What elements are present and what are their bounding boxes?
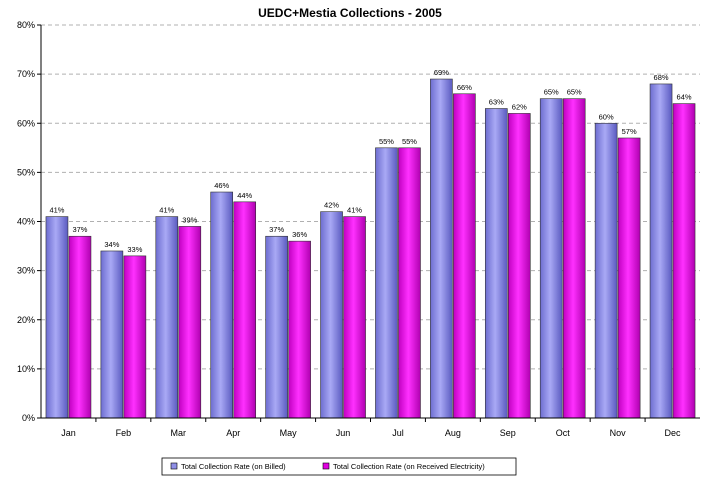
- y-tick-label: 30%: [17, 266, 35, 276]
- legend-swatch-1: [322, 462, 330, 470]
- x-axis: Jan Feb Mar Apr May Jun Jul Aug Sep Oct Nov Dec: [41, 417, 700, 438]
- bar-billed-jun: [320, 211, 343, 419]
- bar-received-aug: [453, 93, 476, 419]
- data-label: 46%: [214, 181, 229, 190]
- data-label: 44%: [237, 191, 252, 200]
- bar-received-apr: [233, 201, 257, 419]
- x-tick-label: Oct: [556, 428, 571, 438]
- bar-received-jun: [343, 216, 366, 419]
- y-tick-label: 80%: [17, 20, 35, 30]
- data-label: 63%: [489, 98, 504, 107]
- legend-label-1: Total Collection Rate (on Received Elect…: [333, 462, 485, 471]
- bar-received-mar: [178, 226, 202, 419]
- bar-billed-apr: [210, 191, 234, 419]
- data-label: 68%: [654, 73, 669, 82]
- x-tick-label: Sep: [500, 428, 516, 438]
- data-label: 41%: [159, 206, 174, 215]
- bar-billed-sep: [484, 108, 508, 419]
- data-label: 37%: [269, 225, 284, 234]
- bar-received-nov: [617, 137, 641, 419]
- data-label: 65%: [544, 88, 559, 97]
- data-label: 37%: [72, 225, 87, 234]
- bar-received-jul: [398, 147, 421, 419]
- y-tick-label: 20%: [17, 315, 35, 325]
- legend: Total Collection Rate (on Billed) Total C…: [161, 457, 517, 476]
- x-tick-label: Dec: [665, 428, 682, 438]
- x-tick-label: Jul: [392, 428, 404, 438]
- data-label: 64%: [677, 93, 692, 102]
- bar-billed-aug: [430, 78, 453, 419]
- data-label: 42%: [324, 201, 339, 210]
- bars: 41% 37% 34% 33% 41% 39% 46% 44% 37% 36% 42% 41% 55% 5…: [45, 68, 696, 419]
- bar-billed-jan: [45, 216, 69, 419]
- bar-received-may: [288, 240, 311, 419]
- bar-billed-mar: [155, 216, 179, 419]
- bar-received-dec: [672, 103, 696, 419]
- bar-received-jan: [68, 235, 92, 419]
- y-tick-label: 50%: [17, 167, 35, 177]
- data-label: 66%: [457, 83, 472, 92]
- legend-label-0: Total Collection Rate (on Billed): [181, 462, 286, 471]
- y-tick-label: 10%: [17, 364, 35, 374]
- x-tick-label: Apr: [226, 428, 240, 438]
- y-tick-label: 40%: [17, 217, 35, 227]
- bar-billed-feb: [100, 250, 124, 419]
- data-label: 36%: [292, 230, 307, 239]
- legend-box: [161, 457, 517, 476]
- bar-received-sep: [507, 113, 531, 419]
- bar-billed-dec: [649, 83, 673, 419]
- data-label: 33%: [127, 245, 142, 254]
- bar-billed-nov: [594, 122, 618, 419]
- x-tick-label: Jan: [61, 428, 76, 438]
- data-label: 69%: [434, 68, 449, 77]
- y-tick-label: 60%: [17, 118, 35, 128]
- data-label: 55%: [379, 137, 394, 146]
- data-label: 41%: [49, 206, 64, 215]
- bar-received-oct: [562, 98, 586, 419]
- legend-swatch-0: [170, 462, 178, 470]
- y-tick-label: 70%: [17, 69, 35, 79]
- x-tick-label: Jun: [336, 428, 351, 438]
- x-tick-label: Mar: [171, 428, 187, 438]
- data-label: 34%: [104, 240, 119, 249]
- x-tick-label: Aug: [445, 428, 461, 438]
- bar-billed-jul: [375, 147, 398, 419]
- data-label: 41%: [347, 206, 362, 215]
- data-label: 57%: [622, 127, 637, 136]
- gridlines: [41, 24, 700, 370]
- data-label: 62%: [512, 102, 527, 111]
- bar-received-feb: [123, 255, 147, 419]
- x-tick-label: Feb: [116, 428, 132, 438]
- bar-billed-oct: [539, 98, 563, 419]
- bar-billed-may: [265, 235, 288, 419]
- data-label: 60%: [599, 112, 614, 121]
- chart-title: UEDC+Mestia Collections - 2005: [258, 6, 442, 20]
- data-label: 55%: [402, 137, 417, 146]
- x-tick-label: Nov: [610, 428, 627, 438]
- data-label: 65%: [567, 88, 582, 97]
- data-label: 39%: [182, 215, 197, 224]
- y-tick-label: 0%: [22, 413, 35, 423]
- x-tick-label: May: [280, 428, 298, 438]
- y-axis: 0% 10% 20% 30% 40% 50% 60% 70% 80%: [17, 20, 42, 423]
